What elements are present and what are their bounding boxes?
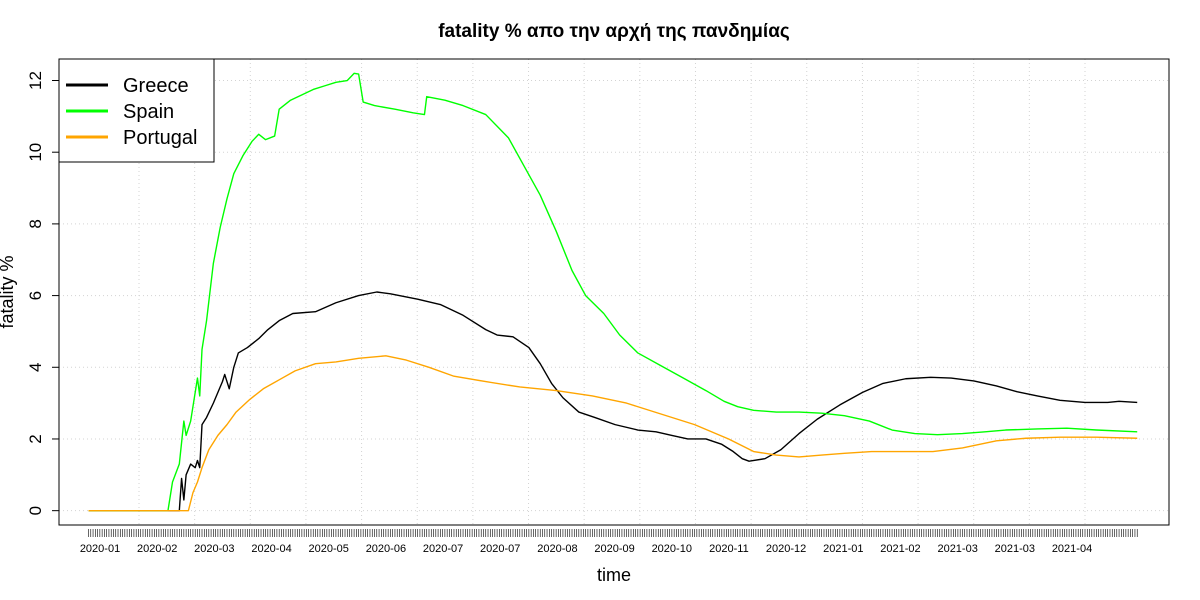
x-tick-label: 2021-01: [823, 543, 863, 555]
legend-label-portugal: Portugal: [123, 127, 198, 149]
x-tick-label: 2020-06: [366, 543, 406, 555]
y-tick-label: 8: [26, 219, 45, 228]
x-tick-label: 2020-05: [309, 543, 349, 555]
x-axis-label: time: [597, 565, 631, 585]
plot-frame: [58, 58, 1170, 526]
legend-label-greece: Greece: [123, 75, 189, 97]
x-axis: 2020-01 2020-02 2020-03 2020-04 2020-05 2020-…: [80, 529, 1138, 555]
grid: [59, 59, 1169, 525]
chart-title: fatality % απο την αρχή της πανδημίας: [438, 21, 790, 42]
x-tick-label: 2021-04: [1052, 543, 1092, 555]
x-tick-label: 2021-03: [995, 543, 1035, 555]
x-tick-label: 2020-02: [137, 543, 177, 555]
x-tick-label: 2021-02: [880, 543, 920, 555]
x-tick-label: 2020-03: [194, 543, 234, 555]
series-line-portugal: [88, 355, 1138, 512]
x-tick-label: 2020-07: [480, 543, 520, 555]
y-tick-label: 12: [26, 71, 45, 90]
x-tick-label: 2020-11: [709, 543, 749, 555]
y-tick-label: 2: [26, 434, 45, 443]
series-lines: [88, 72, 1138, 512]
x-tick-label: 2020-09: [594, 543, 634, 555]
y-tick-label: 0: [26, 506, 45, 515]
y-axis: 0 2 4 6 8 10 12: [26, 71, 59, 515]
legend-label-spain: Spain: [123, 101, 174, 123]
x-tick-label: 2020-10: [652, 543, 692, 555]
x-tick-label: 2020-07: [423, 543, 463, 555]
y-axis-label: fatality %: [0, 255, 17, 328]
series-line-spain: [88, 72, 1138, 512]
legend: Greece Spain Portugal: [58, 58, 215, 163]
series-line-greece: [88, 291, 1138, 512]
x-tick-label: 2020-08: [537, 543, 577, 555]
x-tick-label: 2020-04: [251, 543, 291, 555]
y-tick-label: 4: [26, 363, 45, 372]
y-tick-label: 6: [26, 291, 45, 300]
x-tick-label: 2020-01: [80, 543, 120, 555]
x-tick-label: 2020-12: [766, 543, 806, 555]
x-tick-label: 2021-03: [937, 543, 977, 555]
x-axis-daily-ticks: [88, 529, 1138, 537]
y-tick-label: 10: [26, 143, 45, 162]
